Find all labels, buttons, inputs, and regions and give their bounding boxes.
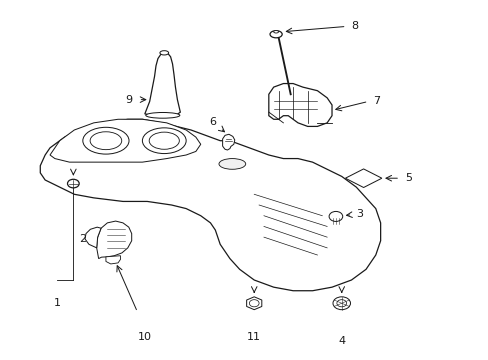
Circle shape xyxy=(332,297,350,310)
Ellipse shape xyxy=(219,158,245,169)
Ellipse shape xyxy=(90,132,122,150)
Circle shape xyxy=(67,179,79,188)
Text: 3: 3 xyxy=(356,209,363,219)
Polygon shape xyxy=(268,84,331,126)
Ellipse shape xyxy=(82,127,129,154)
Ellipse shape xyxy=(142,128,186,154)
Text: 5: 5 xyxy=(404,173,411,183)
Text: 9: 9 xyxy=(125,95,132,105)
Ellipse shape xyxy=(160,51,168,55)
Circle shape xyxy=(249,300,259,307)
Text: 1: 1 xyxy=(54,298,61,308)
Ellipse shape xyxy=(149,132,179,149)
Text: 10: 10 xyxy=(138,332,151,342)
Polygon shape xyxy=(85,227,101,248)
Polygon shape xyxy=(144,52,180,116)
Polygon shape xyxy=(345,169,381,188)
Ellipse shape xyxy=(269,31,282,38)
Polygon shape xyxy=(106,256,120,264)
Polygon shape xyxy=(97,221,131,258)
Text: 7: 7 xyxy=(372,96,380,107)
Polygon shape xyxy=(40,119,380,291)
Circle shape xyxy=(336,300,346,307)
Text: 2: 2 xyxy=(79,234,86,244)
Text: 8: 8 xyxy=(351,21,358,31)
Ellipse shape xyxy=(273,31,278,33)
Text: 11: 11 xyxy=(247,332,261,342)
Polygon shape xyxy=(246,297,261,310)
Text: 6: 6 xyxy=(209,117,216,127)
Polygon shape xyxy=(222,134,234,150)
Text: 4: 4 xyxy=(338,336,345,346)
Ellipse shape xyxy=(145,112,180,118)
Polygon shape xyxy=(50,119,201,162)
Circle shape xyxy=(328,211,342,221)
